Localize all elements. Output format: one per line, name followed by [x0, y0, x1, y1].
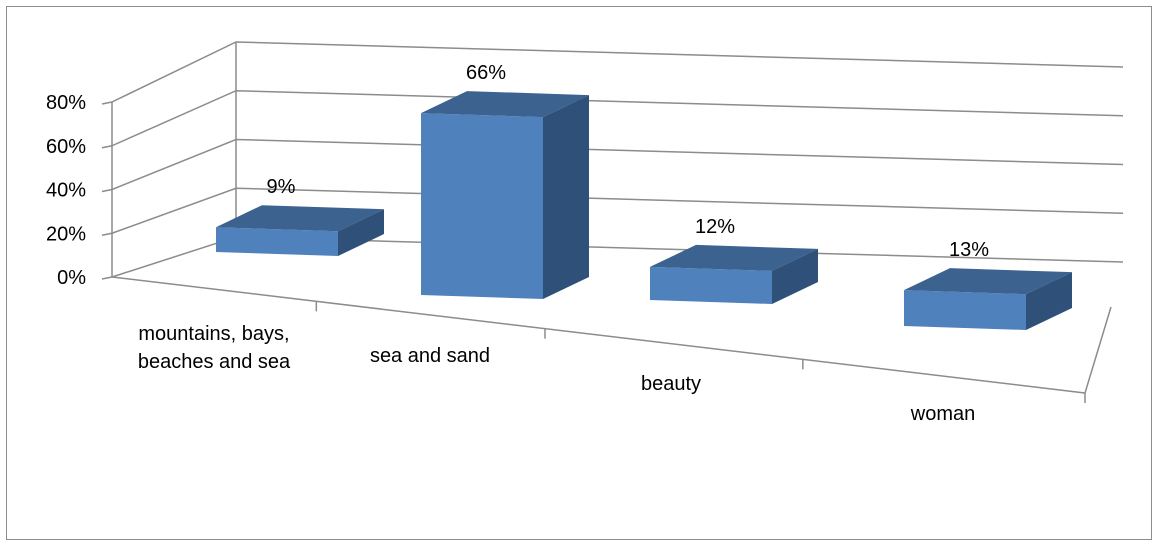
bar-top — [904, 268, 1072, 295]
bar-top — [216, 205, 384, 232]
bar-side — [338, 209, 384, 256]
bar-side — [1026, 272, 1072, 330]
y-tick-label: 60% — [46, 136, 86, 158]
gridlines — [101, 41, 1124, 403]
bar-side — [543, 95, 589, 300]
data-label: 13% — [949, 239, 989, 261]
y-axis-ticks: 0% 20% 40% 60% 80% — [46, 92, 86, 289]
bars — [216, 91, 1072, 330]
bar — [650, 244, 818, 304]
category-label: sea and sand — [370, 345, 490, 367]
category-label: woman — [910, 403, 975, 425]
y-tick-mark — [101, 145, 113, 149]
data-labels: 9% 66% 12% 13% — [267, 62, 990, 261]
y-tick-mark — [101, 276, 113, 280]
bar-front — [904, 290, 1026, 330]
y-tick-mark — [101, 101, 113, 105]
category-label: mountains, bays, beaches and sea — [138, 323, 291, 373]
bar-top — [421, 91, 589, 118]
y-tick-label: 20% — [46, 223, 86, 245]
gridline — [111, 89, 1124, 147]
category-labels: mountains, bays, beaches and sea sea and s… — [138, 323, 975, 425]
bar — [904, 268, 1072, 330]
y-tick-label: 40% — [46, 180, 86, 202]
category-label: beauty — [641, 373, 701, 395]
bar-side — [772, 248, 818, 304]
bar-front — [421, 113, 543, 300]
data-label: 66% — [466, 62, 506, 84]
gridline — [111, 138, 1124, 191]
bar-top — [650, 244, 818, 271]
data-label: 12% — [695, 216, 735, 238]
data-label: 9% — [267, 176, 296, 198]
y-tick-mark — [101, 188, 113, 193]
bar — [421, 91, 589, 300]
y-tick-label: 80% — [46, 92, 86, 114]
bar-front — [650, 266, 772, 304]
bar-front — [216, 227, 338, 256]
bar — [216, 205, 384, 256]
y-tick-mark — [101, 232, 113, 236]
y-tick-label: 0% — [57, 267, 86, 289]
gridline — [111, 41, 1124, 103]
